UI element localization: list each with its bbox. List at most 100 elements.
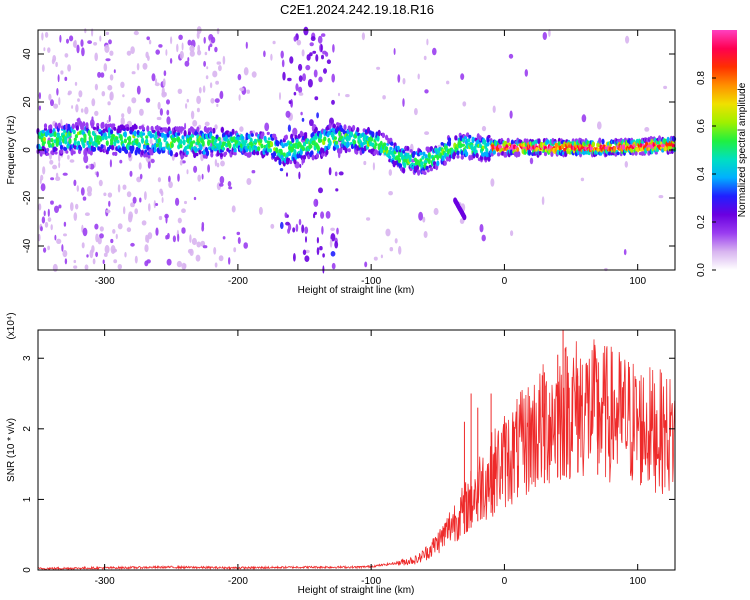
spectrogram-band-cell: [543, 151, 548, 157]
spectrogram-noise-blob: [76, 44, 80, 54]
spectrogram-band-cell: [192, 140, 196, 144]
spectrogram-band-cell: [269, 141, 274, 148]
spectrogram-noise-blob: [336, 227, 339, 235]
spectrogram-band-cell: [334, 140, 339, 145]
spectrogram-noise-blob: [179, 159, 183, 166]
spectrogram-noise-blob: [219, 183, 224, 187]
spectrogram-band-cell: [64, 147, 68, 152]
spectrogram-band-cell: [89, 150, 93, 156]
spectrogram-noise-blob: [133, 30, 139, 36]
spectrogram-band-cell: [538, 151, 542, 156]
spectrogram-noise-blob: [213, 247, 217, 255]
spectrogram-noise-blob: [73, 259, 77, 264]
spectrogram-noise-blob: [393, 48, 396, 55]
spectrogram-noise-blob: [285, 110, 291, 118]
spectrogram-noise-blob: [99, 233, 104, 239]
spectrogram-x-label: Height of straight line (km): [298, 285, 415, 296]
spectrogram-band-cell: [72, 150, 76, 155]
colorbar-ticks: 0.0 0.2 0.4 0.6 0.8: [696, 71, 716, 277]
spectrogram-band-cell: [338, 130, 342, 137]
spectrogram-band-cell: [107, 134, 111, 139]
spectrogram-noise-blob: [163, 70, 167, 77]
spectrogram-noise-blob: [67, 154, 70, 160]
spectrogram-band-cell: [110, 129, 114, 135]
spectrogram-band-cell: [381, 132, 385, 138]
spectrogram-band-cell: [537, 138, 541, 145]
spectrogram-noise-blob: [141, 220, 147, 226]
spectrogram-band-cell: [427, 152, 431, 159]
spectrogram-band-cell: [282, 152, 286, 157]
spectrogram-noise-blob: [216, 103, 219, 107]
spectrogram-noise-blob: [237, 73, 242, 81]
spectrogram-band-cell: [113, 139, 117, 147]
x-tick-label: 100: [629, 576, 646, 587]
spectrogram-band-cell: [516, 147, 520, 153]
spectrogram-noise-blob: [98, 179, 103, 187]
spectrogram-band-cell: [315, 152, 319, 159]
spectrogram-band-cell: [179, 144, 183, 149]
spectrogram-noise-blob: [220, 160, 225, 167]
spectrogram-band-cell: [80, 125, 84, 130]
spectrogram-noise-blob: [187, 39, 192, 46]
spectrogram-noise-blob: [184, 200, 187, 205]
spectrogram-noise-blob: [127, 106, 132, 115]
spectrogram-noise-blob: [312, 50, 317, 54]
colorbar: 0.0 0.2 0.4 0.6 0.8 Normalized spectral ampl…: [696, 30, 748, 277]
spectrogram-noise-blob: [282, 71, 286, 81]
spectrogram-noise-blob: [228, 257, 231, 265]
spectrogram-noise-blob: [236, 231, 241, 236]
spectrogram-band-cell: [57, 122, 61, 129]
spectrogram-noise-blob: [233, 247, 237, 253]
spectrogram-noise-blob: [338, 171, 344, 176]
spectrogram-noise-blob: [231, 205, 236, 213]
spectrogram-noise-blob: [91, 98, 96, 107]
spectrogram-noise-blob: [380, 254, 383, 259]
spectrogram-noise-blob: [184, 60, 190, 67]
spectrogram-noise-blob: [298, 171, 301, 180]
spectrogram-band-cell: [95, 143, 99, 148]
spectrogram-band-cell: [424, 154, 428, 159]
spectrogram-noise-blob: [176, 260, 182, 268]
spectrogram-band-cell: [112, 123, 116, 128]
spectrogram-noise-blob: [305, 236, 307, 243]
spectrogram-noise-blob: [80, 108, 84, 113]
snr-series-line: [38, 339, 676, 571]
spectrogram-noise-blob: [302, 249, 307, 256]
spectrogram-noise-blob: [298, 75, 303, 82]
spectrogram-band-cell: [436, 160, 440, 167]
y-tick-label: 0: [22, 147, 33, 153]
spectrogram-noise-blob: [279, 92, 281, 101]
spectrogram-band-cell: [137, 142, 141, 149]
spectrogram-noise-blob: [155, 49, 160, 55]
spectrogram-noise-blob: [238, 94, 241, 101]
spectrogram-band-cell: [43, 123, 48, 129]
spectrogram-noise-blob: [361, 32, 365, 41]
spectrogram-band-cell: [162, 146, 166, 151]
spectrogram-noise-blob: [190, 110, 195, 120]
spectrogram-noise-blob: [321, 54, 324, 60]
spectrogram-band-cell: [506, 137, 510, 144]
spectrogram-noise-blob: [136, 62, 140, 71]
spectrogram-band-cell: [50, 138, 54, 143]
spectrogram-band-cell: [346, 141, 350, 148]
spectrogram-band-cell: [312, 140, 316, 144]
spectrogram-band-cell: [260, 143, 264, 149]
spectrogram-band-cell: [155, 143, 159, 148]
spectrogram-noise-blob: [394, 238, 398, 244]
spectrogram-band-cell: [281, 144, 285, 149]
spectrogram-band-cell: [82, 142, 86, 149]
spectrogram-noise-blob: [364, 261, 368, 268]
spectrogram-noise-blob: [209, 43, 213, 48]
spectrogram-band-cell: [172, 137, 177, 142]
spectrogram-noise-blob: [363, 160, 367, 166]
spectrogram-band-cell: [371, 142, 375, 148]
spectrogram-noise-blob: [189, 248, 194, 256]
spectrogram-noise-blob: [373, 256, 378, 261]
spectrogram-noise-blob: [142, 62, 148, 70]
spectrogram-noise-blob: [181, 160, 186, 164]
spectrogram-noise-blob: [103, 252, 108, 257]
spectrogram-noise-blob: [316, 247, 320, 256]
spectrogram-band-cell: [323, 136, 327, 142]
spectrogram-band-cell: [139, 131, 143, 138]
